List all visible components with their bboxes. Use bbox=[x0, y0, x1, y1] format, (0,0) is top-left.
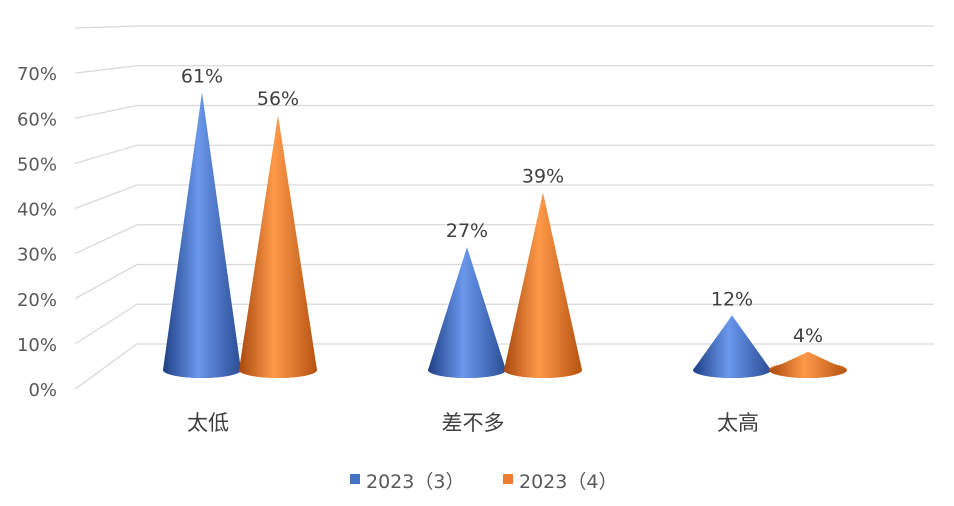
y-tick-label: 0% bbox=[28, 380, 57, 401]
gridline-diagonal bbox=[74, 65, 138, 74]
y-tick-label: 60% bbox=[17, 109, 57, 130]
cone-1-3 bbox=[693, 315, 771, 378]
cone-2-2 bbox=[504, 192, 582, 378]
gridline-diagonal bbox=[74, 224, 138, 255]
cone-body bbox=[693, 315, 771, 378]
y-tick-label: 70% bbox=[17, 64, 57, 85]
gridline-diagonal bbox=[74, 144, 138, 164]
cone-body bbox=[239, 115, 317, 378]
data-labels: 61% 56% 27% 39% 12% 4% bbox=[181, 65, 823, 346]
cone-body bbox=[769, 351, 847, 378]
data-label: 27% bbox=[446, 220, 488, 242]
legend-label-series-1: 2023（3） bbox=[366, 471, 464, 493]
legend-swatch-series-1 bbox=[350, 474, 360, 484]
gridline-diagonal bbox=[74, 184, 138, 210]
cone-1-2 bbox=[428, 247, 506, 378]
gridline-diagonal bbox=[74, 303, 138, 345]
cone-body bbox=[163, 92, 241, 378]
legend-swatch-series-2 bbox=[503, 474, 513, 484]
legend: 2023（3） 2023（4） bbox=[350, 471, 617, 493]
cones bbox=[163, 92, 847, 378]
category-label: 太高 bbox=[717, 411, 759, 435]
data-label: 4% bbox=[793, 325, 823, 347]
data-label: 39% bbox=[522, 166, 564, 188]
y-tick-label: 50% bbox=[17, 154, 57, 175]
cone-1-1 bbox=[163, 92, 241, 378]
cone-body bbox=[504, 192, 582, 378]
y-tick-label: 10% bbox=[17, 335, 57, 356]
category-label: 太低 bbox=[187, 411, 229, 435]
cone-2-3 bbox=[769, 351, 847, 378]
legend-label-series-2: 2023（4） bbox=[519, 471, 617, 493]
y-tick-label: 20% bbox=[17, 290, 57, 311]
cone-body bbox=[428, 247, 506, 378]
data-label: 12% bbox=[711, 288, 753, 310]
cone-2-1 bbox=[239, 115, 317, 378]
y-tick-label: 40% bbox=[17, 200, 57, 221]
y-tick-label: 30% bbox=[17, 245, 57, 266]
gridline-diagonal bbox=[74, 263, 138, 300]
data-label: 56% bbox=[257, 88, 299, 110]
category-labels: 太低 差不多 太高 bbox=[187, 411, 759, 435]
category-label: 差不多 bbox=[442, 411, 505, 435]
y-axis-ticks: 0% 10% 20% 30% 40% 50% 60% 70% bbox=[17, 64, 57, 401]
gridline-diagonal bbox=[74, 104, 138, 119]
gridline-diagonal bbox=[74, 25, 138, 29]
gridline-diagonal bbox=[74, 343, 138, 390]
data-label: 61% bbox=[181, 65, 223, 87]
